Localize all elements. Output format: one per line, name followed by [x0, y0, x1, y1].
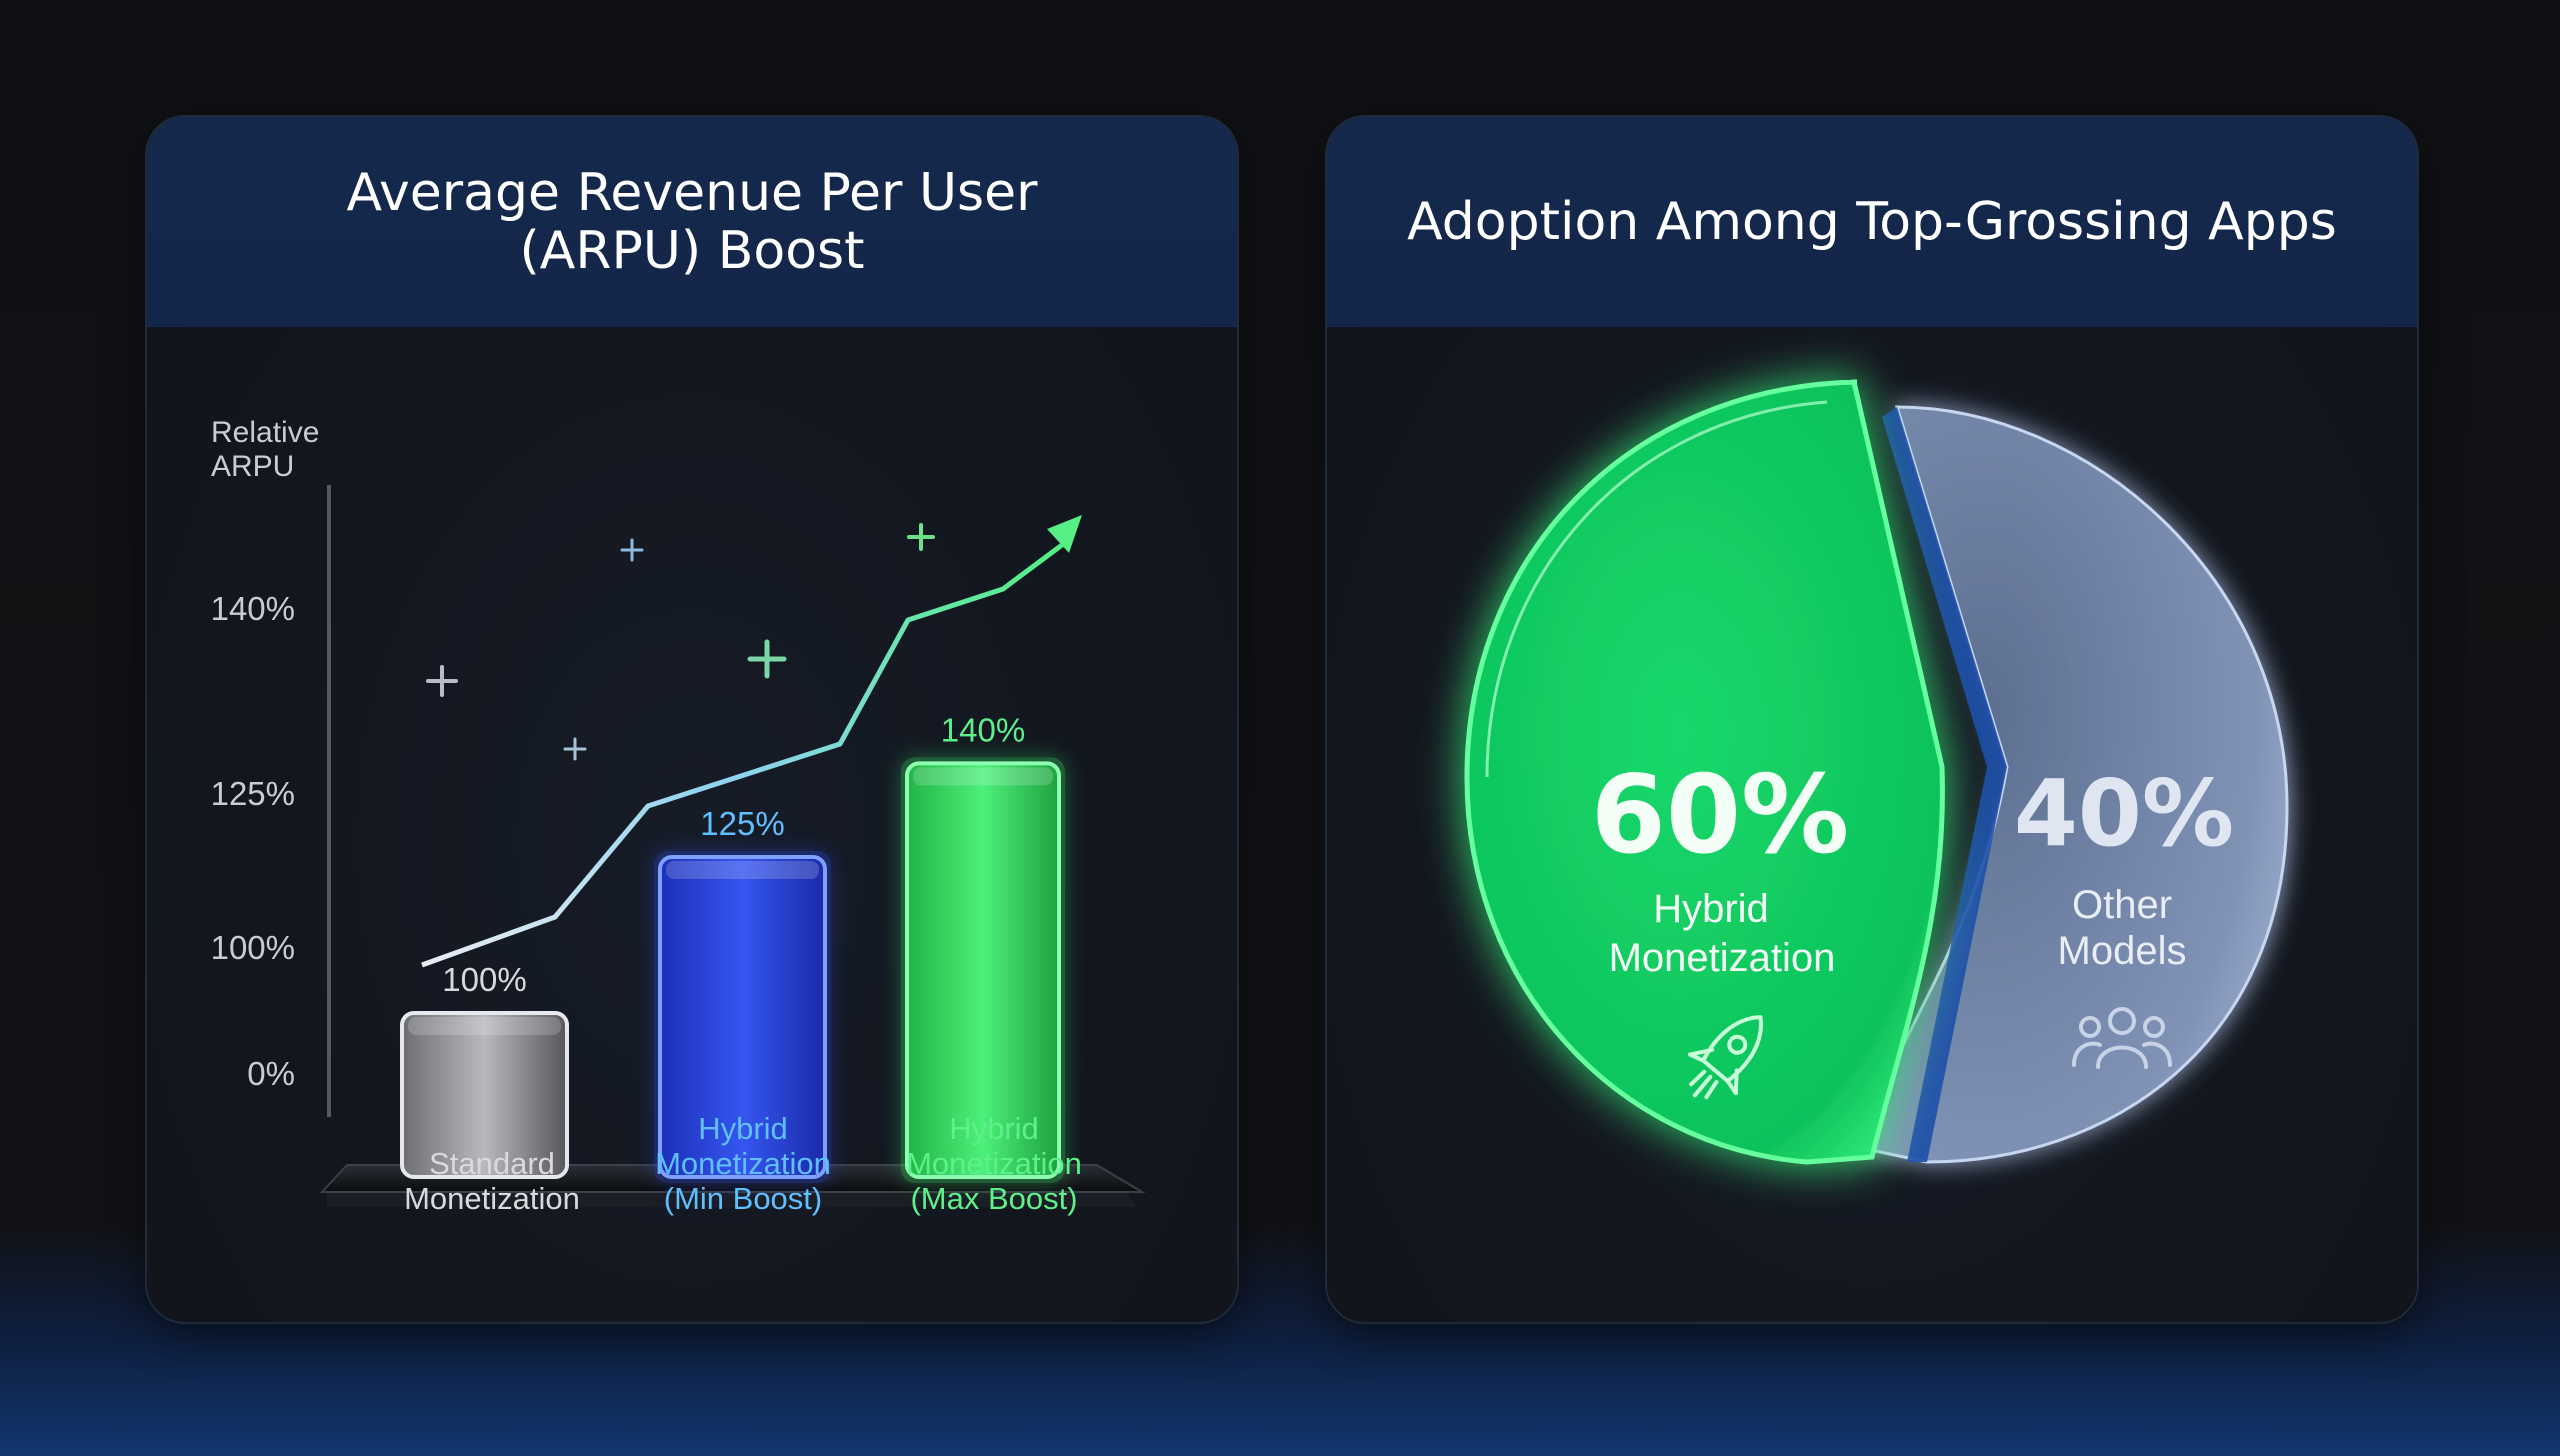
- bars-group: 100% 125% 140%: [400, 711, 1065, 1183]
- pie-slice-hybrid-monetization: [1464, 379, 1945, 1165]
- arpu-bar-chart: Relative ARPU 0% 100% 125% 140% 100% 125%…: [211, 416, 1146, 1216]
- pie-rim-highlight: [1485, 400, 1828, 778]
- trend-line: [421, 536, 1072, 968]
- pie-slice-gap-edge: [1882, 407, 2007, 1162]
- pie-label-other-line2: Models: [2058, 929, 2187, 973]
- bar-top-highlight: [666, 861, 819, 879]
- y-tick-125: 125%: [211, 775, 295, 812]
- pie-label-hybrid-line2: Monetization: [1609, 936, 1836, 980]
- category-label-3: Hybrid Monetization (Max Boost): [906, 1111, 1082, 1216]
- adoption-pie-chart: 60% Hybrid Monetization 40% Other Models: [1464, 379, 2289, 1165]
- y-tick-100: 100%: [211, 929, 295, 966]
- pie-slices: [1464, 379, 2289, 1165]
- pie-value-hybrid: 60%: [1591, 753, 1850, 878]
- trend-arrow-head: [1047, 515, 1082, 553]
- pie-label-hybrid-line1: Hybrid: [1653, 887, 1769, 931]
- pie-value-other: 40%: [2014, 760, 2234, 867]
- y-tick-140: 140%: [211, 590, 295, 627]
- arpu-chart-header: Average Revenue Per User (ARPU) Boost: [147, 117, 1237, 327]
- adoption-chart-card: Adoption Among Top-Grossing Apps 60% Hyb…: [1325, 115, 2419, 1324]
- sparkle-decorations: [426, 523, 935, 761]
- bar-body: [400, 1011, 569, 1179]
- bar-1: 100%: [400, 961, 569, 1179]
- sparkle-icon: [426, 665, 458, 697]
- adoption-chart-header: Adoption Among Top-Grossing Apps: [1327, 117, 2417, 327]
- bar-top-highlight: [913, 767, 1053, 786]
- y-axis-label-line2: ARPU: [211, 450, 294, 483]
- rocket-icon: [1687, 1015, 1763, 1100]
- bar-value-label: 100%: [442, 961, 526, 998]
- bar-body: [905, 761, 1061, 1180]
- sparkle-icon: [907, 523, 935, 551]
- users-icon: [2072, 1007, 2172, 1069]
- y-tick-0: 0%: [247, 1055, 295, 1092]
- category-label-2: Hybrid Monetization (Min Boost): [655, 1111, 831, 1216]
- bar-value-label: 125%: [700, 805, 784, 842]
- category-label-1: Standard Monetization: [404, 1146, 580, 1216]
- bar-2: 125%: [654, 805, 831, 1183]
- sparkle-icon: [563, 737, 587, 761]
- adoption-chart-title: Adoption Among Top-Grossing Apps: [1407, 192, 2337, 252]
- y-axis-label-line1: Relative: [211, 416, 319, 449]
- pie-label-other-line1: Other: [2072, 883, 2172, 927]
- sparkle-icon: [620, 538, 644, 562]
- category-labels: Standard Monetization Hybrid Monetization (M…: [404, 1111, 1082, 1216]
- sparkle-icon: [747, 639, 787, 679]
- bar-3: 140%: [901, 711, 1065, 1183]
- bar-body: [658, 855, 827, 1179]
- bar-top-highlight: [408, 1017, 561, 1035]
- bar-value-label: 140%: [941, 711, 1025, 748]
- chart-base-front: [327, 1192, 1137, 1207]
- arpu-chart-title: Average Revenue Per User (ARPU) Boost: [346, 163, 1038, 281]
- arpu-chart-card: Average Revenue Per User (ARPU) Boost: [145, 115, 1239, 1324]
